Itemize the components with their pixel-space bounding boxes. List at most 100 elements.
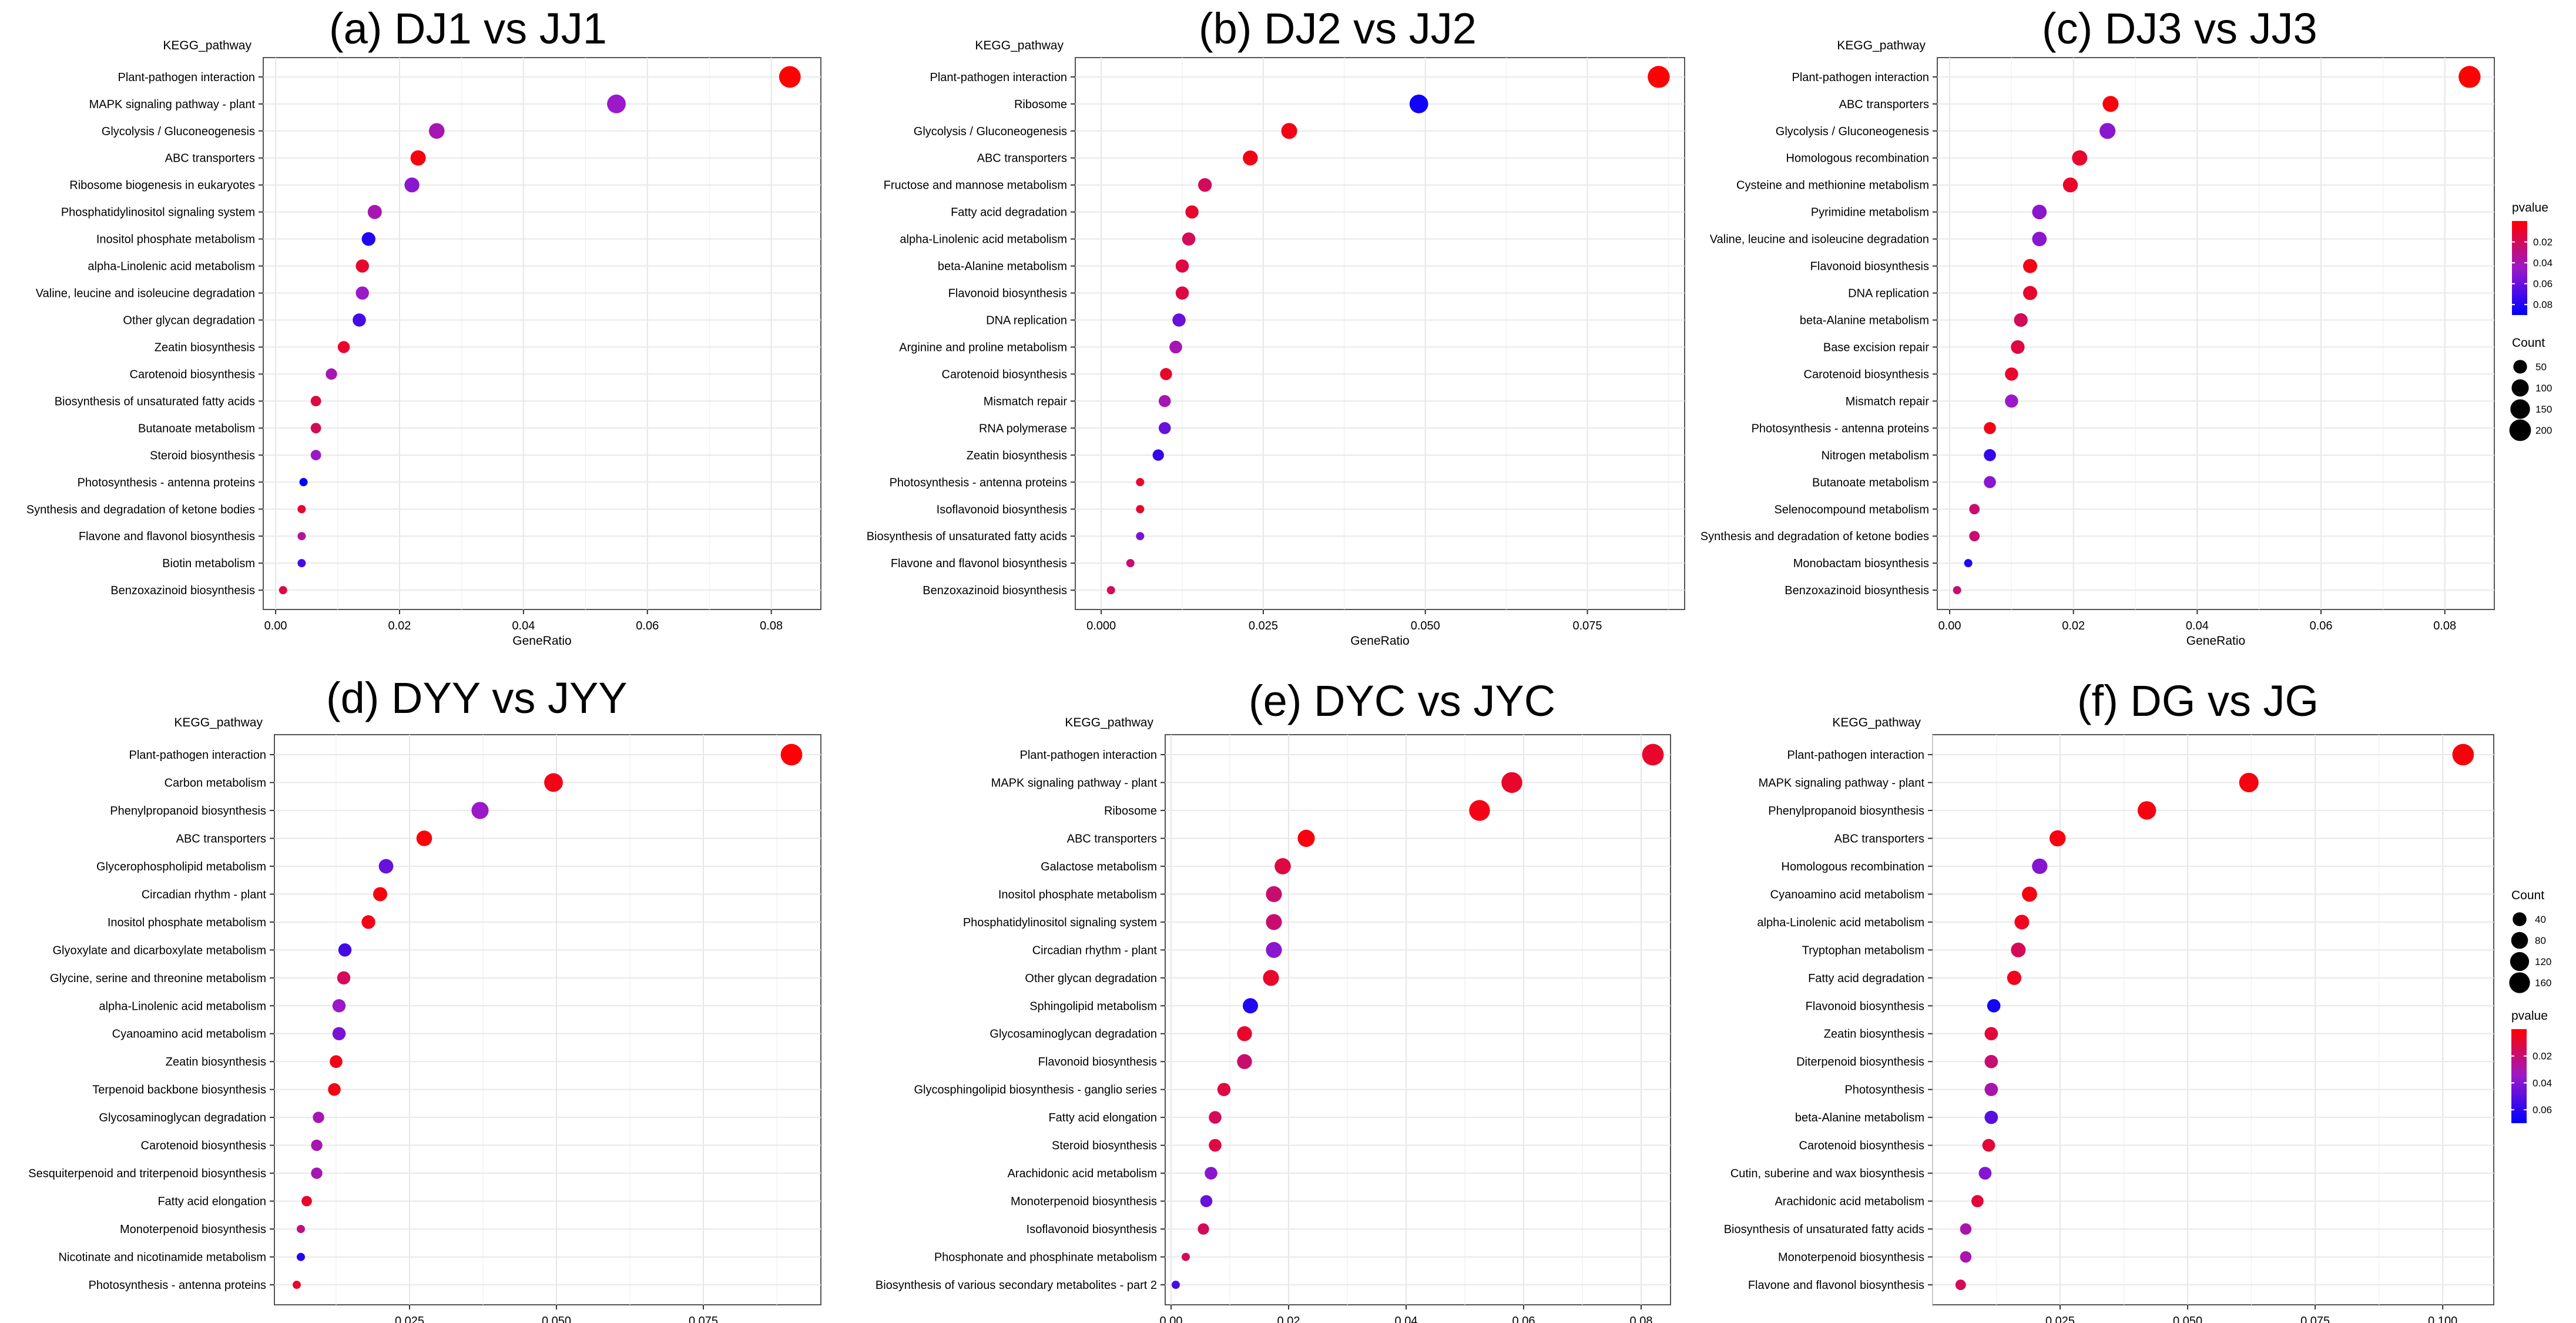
y-tick-label: Circadian rhythm - plant [142,888,267,901]
y-tick-label: Carotenoid biosynthesis [1799,1140,1924,1153]
panel-c: Plant-pathogen interaction ABC transporte… [1700,39,2552,648]
x-tick-label: 0.100 [2428,1315,2457,1323]
data-point [1200,1195,1213,1207]
y-tick-label: Glycerophospholipid metabolism [96,860,266,873]
y-tick-label: Steroid biosynthesis [1052,1140,1157,1153]
y-tick-label: Fatty acid degradation [951,206,1067,219]
count-legend: Count 50 100 150 200 [2509,336,2552,441]
y-tick-label: Glyoxylate and dicarboxylate metabolism [52,944,266,957]
count-legend-label: 150 [2535,404,2552,415]
y-tick-label: Fatty acid elongation [1048,1111,1157,1124]
y-tick-label: Sesquiterpenoid and triterpenoid biosynt… [28,1167,266,1180]
data-point [1297,829,1315,847]
data-point [2099,123,2116,139]
pvalue-legend: pvalue 0.02 0.04 0.06 [2511,1009,2552,1123]
y-tick-label: Other glycan degradation [1025,972,1157,985]
data-point [332,1027,346,1040]
x-tick-label: 0.075 [1572,619,1602,632]
data-point [301,1195,312,1207]
data-point [1955,1280,1966,1290]
y-tick-label: Fatty acid degradation [1808,972,1924,985]
y-tick-label: Inositol phosphate metabolism [108,916,266,929]
data-point [1175,259,1189,273]
pvalue-colorbar [2511,1029,2527,1123]
y-tick-label: MAPK signaling pathway - plant [991,776,1158,789]
data-point [373,887,388,902]
data-point [297,559,306,568]
plot-frame [1075,57,1685,610]
data-point [297,1225,305,1234]
y-tick-label: Zeatin biosynthesis [166,1056,266,1069]
data-point [2458,66,2481,88]
y-tick-label: beta-Alanine metabolism [938,260,1067,273]
count-legend-label: 50 [2535,361,2547,373]
count-legend-label: 100 [2535,383,2552,394]
y-tick-label: Carbon metabolism [165,776,266,789]
data-point [297,1252,305,1261]
y-tick-label: Glycosaminoglycan degradation [990,1028,1157,1041]
y-tick-label: Flavonoid biosynthesis [948,287,1067,300]
data-point [1209,1138,1222,1152]
y-tick-label: Cysteine and methionine metabolism [1736,179,1929,192]
data-point [1281,123,1297,139]
x-tick-label: 0.02 [1277,1315,1300,1323]
data-point [1172,313,1186,327]
data-point [2022,286,2038,300]
x-tick-label: 0.025 [2045,1315,2075,1323]
data-point [2137,801,2156,820]
y-axis-title: KEGG_pathway [163,39,251,52]
y-tick-label: Ribosome [1104,805,1157,818]
panel-title-f: (f) DG vs JG [2077,676,2319,725]
y-tick-label: Cyanoamino acid metabolism [1770,888,1924,901]
x-tick-label: 0.02 [388,619,411,632]
data-point [1217,1083,1231,1096]
pvalue-colorbar [2512,221,2527,315]
data-point [326,368,337,380]
y-tick-label: Base excision repair [1823,341,1929,354]
count-legend-dot [2511,379,2529,397]
count-legend: Count 40 80 120 160 [2509,889,2551,993]
x-axis-title: GeneRatio [512,634,571,648]
pvalue-legend-label: 0.02 [2533,237,2552,248]
x-tick-label: 0.06 [1512,1315,1535,1323]
y-tick-label: Arachidonic acid metabolism [1775,1195,1924,1208]
data-point [353,313,366,327]
y-tick-label: ABC transporters [1839,98,1929,111]
y-tick-label: Photosynthesis - antenna proteins [890,476,1067,489]
data-point [310,396,321,407]
count-legend-dot [2509,972,2530,993]
y-tick-label: Synthesis and degradation of ketone bodi… [26,503,255,516]
y-tick-label: Arginine and proline metabolism [899,341,1067,354]
x-tick-label: 0.025 [1249,619,1278,632]
data-point [1175,286,1189,300]
y-tick-label: Plant-pathogen interaction [118,71,256,84]
y-tick-label: Butanoate metabolism [1812,476,1929,489]
data-point [2007,970,2022,985]
x-axis-title: GeneRatio [1350,634,1409,648]
pvalue-legend-label: 0.06 [2533,1104,2552,1116]
y-tick-label: Photosynthesis - antenna proteins [1752,422,1929,435]
y-tick-label: Phenylpropanoid biosynthesis [110,805,266,818]
y-tick-label: Mismatch repair [1846,395,1930,408]
panel-title-a: (a) DJ1 vs JJ1 [329,4,607,53]
x-tick-label: 0.06 [2310,619,2333,632]
y-tick-label: Fatty acid elongation [157,1195,266,1208]
y-tick-label: ABC transporters [1067,832,1157,845]
data-point [1984,1110,1998,1124]
y-tick-label: MAPK signaling pathway - plant [1759,776,1925,789]
y-tick-label: Arachidonic acid metabolism [1007,1167,1157,1180]
y-tick-label: Homologous recombination [1782,860,1924,873]
data-point [2062,177,2078,193]
data-point [1987,999,2001,1013]
pvalue-legend: pvalue 0.02 0.04 0.06 0.08 [2512,201,2552,315]
data-point [1160,368,1172,380]
y-tick-label: Pyrimidine metabolism [1811,206,1929,219]
panel-title-d: (d) DYY vs JYY [326,674,628,722]
data-point [1469,800,1490,821]
data-point [1106,586,1115,595]
data-point [279,586,287,595]
y-tick-label: Fructose and mannose metabolism [884,179,1067,192]
y-tick-label: Zeatin biosynthesis [1824,1028,1924,1041]
y-tick-label: Monobactam biosynthesis [1793,557,1929,570]
